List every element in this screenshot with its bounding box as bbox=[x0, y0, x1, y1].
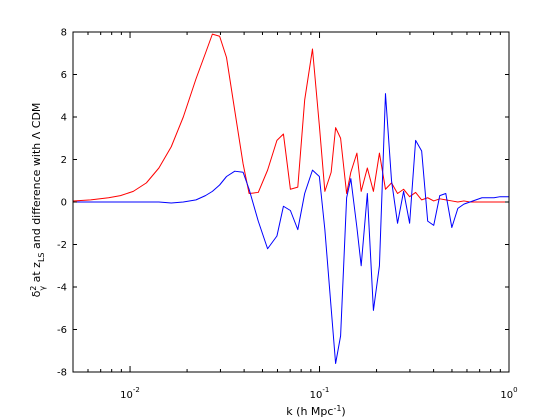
y-tick-label: 6 bbox=[61, 70, 67, 81]
y-tick-label: -8 bbox=[57, 368, 67, 379]
series-line-0 bbox=[72, 33, 509, 203]
x-tick-label: 10-2 bbox=[120, 386, 140, 401]
y-tick-label: -2 bbox=[57, 240, 67, 251]
series-layer bbox=[72, 33, 509, 364]
tick-layer: -8 -6 -4 -2 0 2 4 6 8 10-2 10-1 100 bbox=[57, 28, 518, 402]
y-axis-label: δ2γ at zLS and difference with Λ CDM bbox=[29, 103, 47, 298]
y-tick-label: 8 bbox=[61, 28, 67, 39]
y-tick-label: -4 bbox=[57, 283, 67, 294]
series-line-1 bbox=[73, 93, 509, 364]
x-axis-label: k (h Mpc-1) bbox=[286, 404, 345, 418]
y-tick-label: 2 bbox=[61, 155, 67, 166]
x-tick-label: 10-1 bbox=[310, 386, 330, 401]
y-tick-label: 4 bbox=[61, 113, 67, 124]
x-tick-label: 100 bbox=[500, 386, 517, 401]
y-tick-label: -6 bbox=[57, 325, 67, 336]
y-tick-label: 0 bbox=[61, 198, 67, 209]
